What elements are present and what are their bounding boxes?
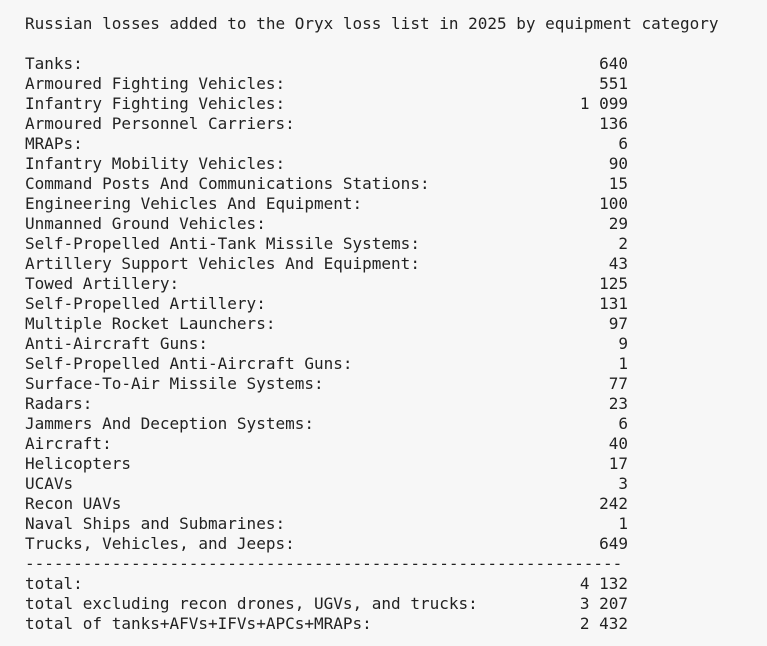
category-value: 131 (599, 294, 628, 313)
table-row: Artillery Support Vehicles And Equipment… (25, 254, 628, 274)
category-value: 100 (599, 194, 628, 213)
table-row: Command Posts And Communications Station… (25, 174, 628, 194)
table-row: Naval Ships and Submarines: 1 (25, 514, 628, 534)
category-label: Self-Propelled Artillery: (25, 294, 266, 313)
table-row: UCAVs 3 (25, 474, 628, 494)
category-value: 40 (608, 434, 628, 453)
category-label: Unmanned Ground Vehicles: (25, 214, 266, 233)
category-label: Armoured Fighting Vehicles: (25, 74, 286, 93)
category-value: 43 (608, 254, 628, 273)
total-label: total excluding recon drones, UGVs, and … (25, 594, 478, 613)
table-row: Armoured Personnel Carriers: 136 (25, 114, 628, 134)
category-value: 77 (608, 374, 628, 393)
table-row: Anti-Aircraft Guns: 9 (25, 334, 628, 354)
total-value: 4 132 (579, 574, 628, 593)
category-value: 649 (599, 534, 628, 553)
category-value: 6 (618, 414, 628, 433)
blank-line (25, 34, 767, 54)
total-row: total of tanks+AFVs+IFVs+APCs+MRAPs: 2 4… (25, 614, 628, 634)
category-label: Infantry Fighting Vehicles: (25, 94, 286, 113)
report-title: Russian losses added to the Oryx loss li… (25, 14, 719, 33)
category-value: 97 (608, 314, 628, 333)
table-row: Jammers And Deception Systems: 6 (25, 414, 628, 434)
table-row: Infantry Fighting Vehicles: 1 099 (25, 94, 628, 114)
category-label: Jammers And Deception Systems: (25, 414, 314, 433)
category-value: 242 (599, 494, 628, 513)
table-row: Helicopters 17 (25, 454, 628, 474)
table-row: Recon UAVs 242 (25, 494, 628, 514)
category-value: 9 (618, 334, 628, 353)
category-value: 2 (618, 234, 628, 253)
category-label: Armoured Personnel Carriers: (25, 114, 295, 133)
table-row: Engineering Vehicles And Equipment: 100 (25, 194, 628, 214)
category-value: 136 (599, 114, 628, 133)
category-value: 29 (608, 214, 628, 233)
table-row: Towed Artillery: 125 (25, 274, 628, 294)
table-row: Aircraft: 40 (25, 434, 628, 454)
category-value: 1 (618, 354, 628, 373)
category-label: Artillery Support Vehicles And Equipment… (25, 254, 420, 273)
category-value: 15 (608, 174, 628, 193)
table-row: Infantry Mobility Vehicles: 90 (25, 154, 628, 174)
total-row: total excluding recon drones, UGVs, and … (25, 594, 628, 614)
category-value: 1 099 (579, 94, 628, 113)
total-label: total of tanks+AFVs+IFVs+APCs+MRAPs: (25, 614, 372, 633)
table-row: Radars: 23 (25, 394, 628, 414)
total-value: 2 432 (579, 614, 628, 633)
total-row: total: 4 132 (25, 574, 628, 594)
table-row: Trucks, Vehicles, and Jeeps: 649 (25, 534, 628, 554)
table-row: Armoured Fighting Vehicles: 551 (25, 74, 628, 94)
category-label: Towed Artillery: (25, 274, 180, 293)
total-label: total: (25, 574, 83, 593)
category-value: 90 (608, 154, 628, 173)
category-value: 17 (608, 454, 628, 473)
category-value: 3 (618, 474, 628, 493)
table-row: Tanks: 640 (25, 54, 628, 74)
table-row: Self-Propelled Artillery: 131 (25, 294, 628, 314)
category-label: Surface-To-Air Missile Systems: (25, 374, 324, 393)
category-label: Engineering Vehicles And Equipment: (25, 194, 363, 213)
category-label: Command Posts And Communications Station… (25, 174, 430, 193)
category-value: 1 (618, 514, 628, 533)
total-value: 3 207 (579, 594, 628, 613)
category-label: Self-Propelled Anti-Tank Missile Systems… (25, 234, 420, 253)
category-value: 640 (599, 54, 628, 73)
category-label: Aircraft: (25, 434, 112, 453)
category-value: 6 (618, 134, 628, 153)
category-value: 551 (599, 74, 628, 93)
category-label: Helicopters (25, 454, 131, 473)
table-row: Surface-To-Air Missile Systems: 77 (25, 374, 628, 394)
category-label: MRAPs: (25, 134, 83, 153)
category-label: Naval Ships and Submarines: (25, 514, 286, 533)
table-row: Multiple Rocket Launchers: 97 (25, 314, 628, 334)
separator-line: ----------------------------------------… (25, 554, 623, 573)
category-label: Multiple Rocket Launchers: (25, 314, 276, 333)
category-label: Trucks, Vehicles, and Jeeps: (25, 534, 295, 553)
category-label: Radars: (25, 394, 93, 413)
table-row: MRAPs: 6 (25, 134, 628, 154)
category-label: Self-Propelled Anti-Aircraft Guns: (25, 354, 353, 373)
table-row: Unmanned Ground Vehicles: 29 (25, 214, 628, 234)
category-label: Tanks: (25, 54, 83, 73)
category-label: UCAVs (25, 474, 74, 493)
table-row: Self-Propelled Anti-Tank Missile Systems… (25, 234, 628, 254)
table-row: Self-Propelled Anti-Aircraft Guns: 1 (25, 354, 628, 374)
category-value: 23 (608, 394, 628, 413)
category-value: 125 (599, 274, 628, 293)
category-label: Anti-Aircraft Guns: (25, 334, 209, 353)
category-label: Infantry Mobility Vehicles: (25, 154, 286, 173)
category-label: Recon UAVs (25, 494, 122, 513)
